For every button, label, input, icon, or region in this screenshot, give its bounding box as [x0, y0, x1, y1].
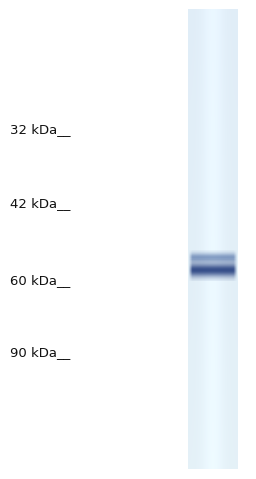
- Text: 60 kDa__: 60 kDa__: [10, 274, 70, 287]
- Text: 42 kDa__: 42 kDa__: [10, 197, 71, 210]
- Text: 90 kDa__: 90 kDa__: [10, 345, 70, 359]
- Text: 32 kDa__: 32 kDa__: [10, 123, 71, 136]
